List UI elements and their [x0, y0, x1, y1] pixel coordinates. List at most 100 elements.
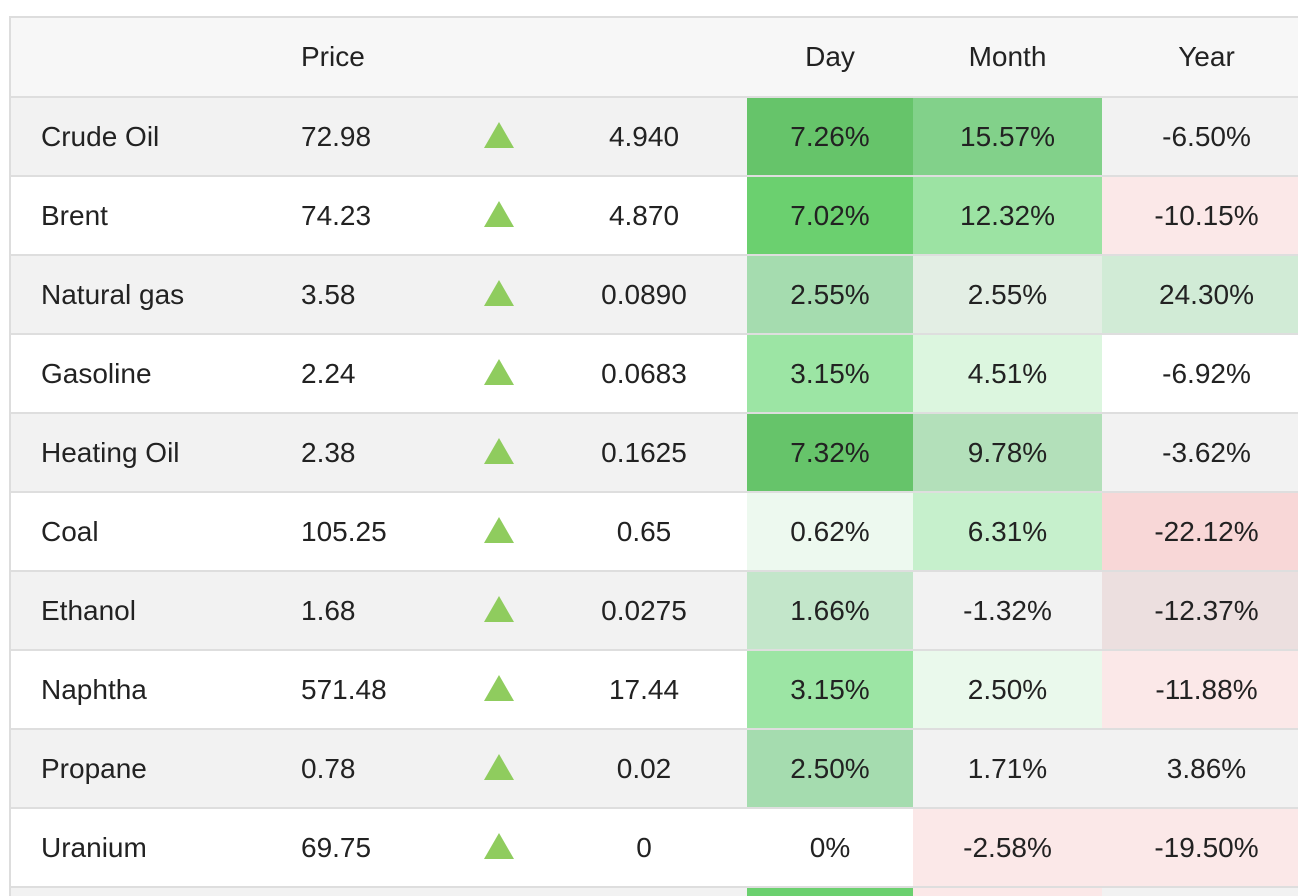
- up-arrow-icon: [484, 754, 514, 781]
- direction-cell: [457, 492, 541, 572]
- commodity-name[interactable]: Natural gas: [11, 255, 271, 335]
- day-change: 2.55%: [747, 255, 913, 335]
- month-change: 2.55%: [913, 255, 1102, 335]
- year-change: -3.62%: [1102, 413, 1298, 493]
- month-change: 6.31%: [913, 492, 1102, 572]
- day-change: 3.15%: [747, 650, 913, 730]
- up-arrow-icon: [484, 833, 514, 860]
- commodity-change: 4.940: [541, 97, 747, 177]
- up-arrow-icon: [484, 596, 514, 623]
- commodity-name[interactable]: Coal: [11, 492, 271, 572]
- month-change: -1.32%: [913, 571, 1102, 651]
- month-change: 9.78%: [913, 413, 1102, 493]
- commodity-name[interactable]: Gasoline: [11, 334, 271, 414]
- commodity-change: 0: [541, 808, 747, 888]
- commodities-table: Price Day Month Year Crude Oil 72.98 4.940…: [11, 18, 1298, 896]
- up-arrow-icon: [484, 280, 514, 307]
- month-change: 2.50%: [913, 650, 1102, 730]
- commodity-name[interactable]: Uranium: [11, 808, 271, 888]
- table-row[interactable]: Crude Oil 72.98 4.940 7.26% 15.57% -6.50%: [11, 97, 1298, 177]
- table-row[interactable]: Coal 105.25 0.65 0.62% 6.31% -22.12%: [11, 492, 1298, 572]
- commodity-change: 0.0890: [541, 255, 747, 335]
- direction-cell: [457, 97, 541, 177]
- commodity-name[interactable]: Heating Oil: [11, 413, 271, 493]
- commodity-price: 105.25: [271, 492, 457, 572]
- month-change: 1.71%: [913, 729, 1102, 809]
- table-header: Price Day Month Year: [11, 18, 1298, 98]
- partial-cell: [1102, 887, 1298, 896]
- partial-cell: [747, 887, 913, 896]
- table-row[interactable]: Uranium 69.75 0 0% -2.58% -19.50%: [11, 808, 1298, 888]
- partial-cell: [11, 887, 271, 896]
- commodity-name[interactable]: Propane: [11, 729, 271, 809]
- header-name: [11, 18, 271, 98]
- partial-cell: [913, 887, 1102, 896]
- commodity-change: 4.870: [541, 176, 747, 256]
- year-change: -6.92%: [1102, 334, 1298, 414]
- table-row-partial: [11, 887, 1298, 896]
- day-change: 7.32%: [747, 413, 913, 493]
- table-row[interactable]: Natural gas 3.58 0.0890 2.55% 2.55% 24.30%: [11, 255, 1298, 335]
- header-row: Price Day Month Year: [11, 18, 1298, 98]
- table-row[interactable]: Naphtha 571.48 17.44 3.15% 2.50% -11.88%: [11, 650, 1298, 730]
- direction-cell: [457, 571, 541, 651]
- commodity-price: 571.48: [271, 650, 457, 730]
- commodity-price: 2.24: [271, 334, 457, 414]
- commodity-change: 0.65: [541, 492, 747, 572]
- year-change: -10.15%: [1102, 176, 1298, 256]
- direction-cell: [457, 176, 541, 256]
- direction-cell: [457, 334, 541, 414]
- table-body: Crude Oil 72.98 4.940 7.26% 15.57% -6.50% Bren…: [11, 97, 1298, 896]
- day-change: 7.02%: [747, 176, 913, 256]
- table-row[interactable]: Propane 0.78 0.02 2.50% 1.71% 3.86%: [11, 729, 1298, 809]
- header-day[interactable]: Day: [747, 18, 913, 98]
- header-year[interactable]: Year: [1102, 18, 1298, 98]
- commodity-price: 0.78: [271, 729, 457, 809]
- header-month[interactable]: Month: [913, 18, 1102, 98]
- direction-cell: [457, 650, 541, 730]
- month-change: 15.57%: [913, 97, 1102, 177]
- partial-cell: [541, 887, 747, 896]
- commodities-table-container: Price Day Month Year Crude Oil 72.98 4.940…: [9, 16, 1298, 896]
- commodity-name[interactable]: Ethanol: [11, 571, 271, 651]
- day-change: 3.15%: [747, 334, 913, 414]
- table-row[interactable]: Gasoline 2.24 0.0683 3.15% 4.51% -6.92%: [11, 334, 1298, 414]
- year-change: -19.50%: [1102, 808, 1298, 888]
- commodity-name[interactable]: Naphtha: [11, 650, 271, 730]
- commodity-name[interactable]: Brent: [11, 176, 271, 256]
- commodity-price: 72.98: [271, 97, 457, 177]
- commodity-change: 0.0275: [541, 571, 747, 651]
- year-change: -22.12%: [1102, 492, 1298, 572]
- commodity-price: 69.75: [271, 808, 457, 888]
- year-change: 3.86%: [1102, 729, 1298, 809]
- year-change: -12.37%: [1102, 571, 1298, 651]
- direction-cell: [457, 808, 541, 888]
- table-row[interactable]: Heating Oil 2.38 0.1625 7.32% 9.78% -3.62%: [11, 413, 1298, 493]
- header-arrow: [457, 18, 541, 98]
- commodity-price: 2.38: [271, 413, 457, 493]
- day-change: 7.26%: [747, 97, 913, 177]
- table-row[interactable]: Ethanol 1.68 0.0275 1.66% -1.32% -12.37%: [11, 571, 1298, 651]
- commodity-price: 1.68: [271, 571, 457, 651]
- day-change: 0%: [747, 808, 913, 888]
- day-change: 0.62%: [747, 492, 913, 572]
- commodity-change: 0.1625: [541, 413, 747, 493]
- commodity-name[interactable]: Crude Oil: [11, 97, 271, 177]
- up-arrow-icon: [484, 122, 514, 149]
- up-arrow-icon: [484, 517, 514, 544]
- table-row[interactable]: Brent 74.23 4.870 7.02% 12.32% -10.15%: [11, 176, 1298, 256]
- direction-cell: [457, 413, 541, 493]
- up-arrow-icon: [484, 201, 514, 228]
- header-price[interactable]: Price: [271, 18, 457, 98]
- commodity-change: 17.44: [541, 650, 747, 730]
- month-change: 12.32%: [913, 176, 1102, 256]
- commodity-price: 3.58: [271, 255, 457, 335]
- up-arrow-icon: [484, 438, 514, 465]
- direction-cell: [457, 729, 541, 809]
- partial-cell: [271, 887, 457, 896]
- year-change: -6.50%: [1102, 97, 1298, 177]
- header-change: [541, 18, 747, 98]
- up-arrow-icon: [484, 359, 514, 386]
- year-change: -11.88%: [1102, 650, 1298, 730]
- day-change: 1.66%: [747, 571, 913, 651]
